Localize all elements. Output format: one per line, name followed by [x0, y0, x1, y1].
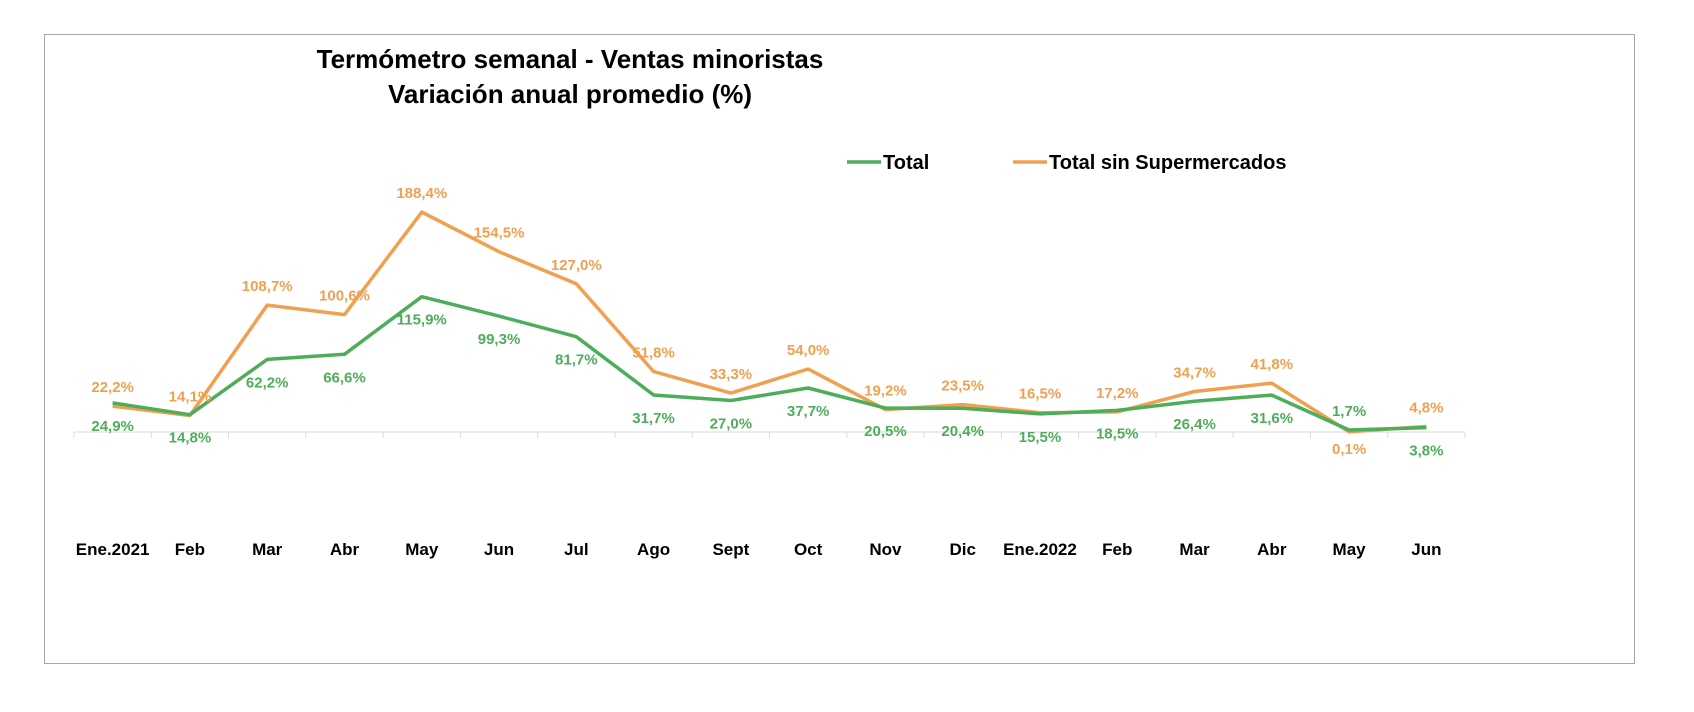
x-tick-label: Feb: [175, 540, 205, 559]
data-label-total: 66,6%: [323, 369, 366, 386]
data-label-sin-supermercados: 19,2%: [864, 383, 907, 400]
x-tick-label: Sept: [712, 540, 749, 559]
data-label-total: 24,9%: [91, 418, 134, 435]
x-tick-label: Ene.2021: [76, 540, 150, 559]
x-tick-label: Mar: [252, 540, 283, 559]
data-label-sin-supermercados: 22,2%: [91, 379, 134, 396]
data-label-sin-supermercados: 0,1%: [1332, 441, 1366, 458]
x-tick-label: Ago: [637, 540, 670, 559]
legend-label-sin-super: Total sin Supermercados: [1049, 152, 1286, 174]
x-tick-label: Feb: [1102, 540, 1132, 559]
data-label-sin-supermercados: 16,5%: [1019, 386, 1062, 403]
x-tick-label: Oct: [794, 540, 823, 559]
data-label-sin-supermercados: 17,2%: [1096, 385, 1139, 402]
chart-title: Termómetro semanal - Ventas minoristas: [317, 44, 824, 74]
data-label-total: 26,4%: [1173, 416, 1216, 433]
data-label-sin-supermercados: 51,8%: [632, 345, 675, 362]
legend: Total Total sin Supermercados: [847, 152, 1286, 174]
x-tick-label: Abr: [330, 540, 360, 559]
series-line-sin-supermercados: [112, 210, 1427, 434]
data-label-sin-supermercados: 54,0%: [787, 342, 830, 359]
data-label-total: 62,2%: [246, 374, 289, 391]
chart-subtitle: Variación anual promedio (%): [388, 79, 752, 109]
data-label-sin-supermercados: 4,8%: [1409, 399, 1443, 416]
data-label-total: 15,5%: [1019, 429, 1062, 446]
data-label-total: 81,7%: [555, 352, 598, 369]
data-label-sin-supermercados: 23,5%: [941, 378, 984, 395]
data-label-total: 27,0%: [710, 415, 753, 432]
data-label-sin-supermercados: 41,8%: [1251, 356, 1294, 373]
data-label-total: 115,9%: [397, 312, 447, 329]
x-tick-label: Jun: [484, 540, 514, 559]
data-label-sin-supermercados: 34,7%: [1173, 365, 1216, 382]
data-label-total: 99,3%: [478, 331, 521, 348]
data-label-sin-supermercados: 188,4%: [396, 185, 447, 202]
data-label-sin-supermercados: 14,1%: [169, 389, 212, 406]
data-label-total: 37,7%: [787, 403, 830, 420]
chart-frame: Termómetro semanal - Ventas minoristas V…: [44, 34, 1635, 664]
x-tick-label: May: [405, 540, 439, 559]
data-labels: 24,9% 14,8% 62,2% 66,6% 115,9% 99,3% 81,7% 31,7…: [91, 185, 1443, 459]
x-axis: [73, 431, 1466, 438]
data-label-total: 31,7%: [632, 410, 675, 427]
data-label-sin-supermercados: 108,7%: [242, 278, 293, 295]
data-label-sin-supermercados: 33,3%: [710, 366, 753, 383]
data-label-sin-supermercados: 127,0%: [551, 257, 602, 274]
series-lines: [112, 210, 1427, 434]
data-label-total: 20,5%: [864, 423, 907, 440]
data-label-total: 3,8%: [1409, 443, 1443, 460]
x-tick-label: Abr: [1257, 540, 1287, 559]
chart-svg: Termómetro semanal - Ventas minoristas V…: [73, 44, 1466, 559]
data-label-total: 1,7%: [1332, 403, 1366, 420]
x-tick-label: Mar: [1179, 540, 1210, 559]
x-tick-label: Jun: [1411, 540, 1441, 559]
data-label-sin-supermercados: 154,5%: [474, 225, 525, 242]
x-tick-labels: Ene.2021 Feb Mar Abr May Jun Jul Ago Sept Oct Nov D…: [76, 540, 1442, 559]
series-line-total: [112, 294, 1427, 432]
data-label-total: 31,6%: [1251, 410, 1294, 427]
legend-label-total: Total: [883, 152, 929, 174]
x-tick-label: Jul: [564, 540, 589, 559]
x-tick-label: Ene.2022: [1003, 540, 1077, 559]
data-label-total: 20,4%: [941, 423, 984, 440]
x-tick-label: Dic: [949, 540, 975, 559]
x-tick-label: Nov: [869, 540, 902, 559]
data-label-total: 14,8%: [169, 430, 212, 447]
data-label-total: 18,5%: [1096, 425, 1139, 442]
x-tick-label: May: [1333, 540, 1367, 559]
data-label-sin-supermercados: 100,6%: [319, 288, 370, 305]
